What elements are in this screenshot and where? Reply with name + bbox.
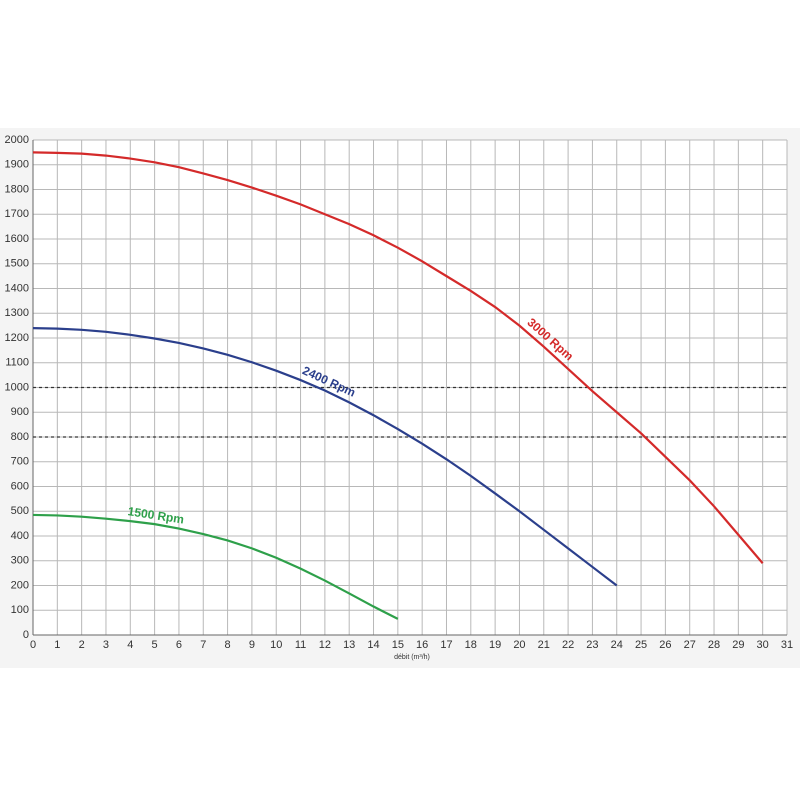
- x-tick-label: 5: [152, 639, 158, 651]
- x-tick-label: 16: [416, 639, 428, 651]
- x-tick-label: 13: [343, 639, 355, 651]
- x-tick-label: 25: [635, 639, 647, 651]
- x-tick-label: 15: [392, 639, 404, 651]
- y-tick-label: 700: [11, 456, 29, 468]
- x-tick-label: 14: [367, 639, 379, 651]
- y-tick-label: 1200: [5, 332, 29, 344]
- x-tick-label: 24: [611, 639, 623, 651]
- y-tick-label: 800: [11, 431, 29, 443]
- y-tick-label: 1500: [5, 258, 29, 270]
- x-tick-label: 18: [465, 639, 477, 651]
- x-tick-label: 28: [708, 639, 720, 651]
- x-tick-label: 6: [176, 639, 182, 651]
- x-tick-label: 29: [732, 639, 744, 651]
- x-tick-label: 0: [30, 639, 36, 651]
- x-tick-label: 23: [586, 639, 598, 651]
- y-tick-label: 300: [11, 555, 29, 567]
- x-tick-label: 12: [319, 639, 331, 651]
- x-tick-label: 2: [79, 639, 85, 651]
- y-tick-label: 1900: [5, 159, 29, 171]
- y-tick-label: 1600: [5, 233, 29, 245]
- x-tick-label: 7: [200, 639, 206, 651]
- y-tick-label: 1800: [5, 183, 29, 195]
- curve: [32, 327, 618, 587]
- y-tick-label: 1300: [5, 307, 29, 319]
- y-tick-label: 100: [11, 604, 29, 616]
- x-tick-label: 20: [513, 639, 525, 651]
- y-tick-label: 500: [11, 505, 29, 517]
- curve: [32, 513, 399, 620]
- y-tick-label: 1400: [5, 282, 29, 294]
- x-tick-label: 26: [659, 639, 671, 651]
- x-tick-label: 1: [54, 639, 60, 651]
- y-tick-label: 2000: [5, 134, 29, 146]
- x-tick-label: 17: [440, 639, 452, 651]
- y-tick-label: 1100: [5, 357, 29, 369]
- x-tick-label: 21: [538, 639, 550, 651]
- y-tick-label: 400: [11, 530, 29, 542]
- x-tick-label: 31: [781, 639, 793, 651]
- y-tick-label: 1700: [5, 208, 29, 220]
- x-tick-label: 3: [103, 639, 109, 651]
- y-tick-label: 900: [11, 406, 29, 418]
- x-tick-label: 4: [127, 639, 133, 651]
- x-tick-label: 8: [225, 639, 231, 651]
- y-tick-label: 1000: [5, 381, 29, 393]
- curve: [32, 151, 764, 564]
- y-tick-label: 200: [11, 579, 29, 591]
- x-axis-label: débit (m³/h): [394, 654, 430, 661]
- x-tick-label: 19: [489, 639, 501, 651]
- y-tick-label: 600: [11, 480, 29, 492]
- x-tick-label: 27: [684, 639, 696, 651]
- x-tick-label: 10: [270, 639, 282, 651]
- x-tick-label: 9: [249, 639, 255, 651]
- x-tick-label: 22: [562, 639, 574, 651]
- x-tick-label: 11: [295, 639, 306, 651]
- x-tick-label: 30: [757, 639, 769, 651]
- y-tick-label: 0: [23, 629, 29, 641]
